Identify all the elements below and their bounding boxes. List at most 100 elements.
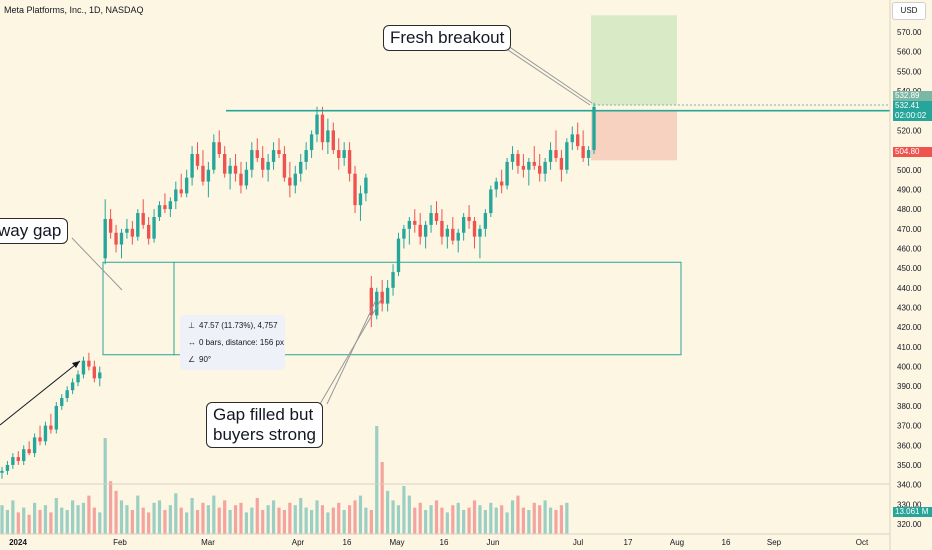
candle-body — [396, 238, 401, 273]
candle-body — [32, 437, 37, 454]
candle-body — [445, 228, 450, 237]
volume-bar — [119, 500, 124, 534]
volume-bar — [71, 500, 75, 534]
candle-body — [255, 150, 259, 158]
volume-bar — [136, 495, 140, 534]
candle-body — [331, 130, 335, 151]
price-label-current: 532.89 — [893, 91, 932, 101]
price-tick-label: 490.00 — [897, 185, 922, 194]
candle-body — [559, 157, 564, 170]
volume-bar — [483, 510, 487, 534]
price-tick-label: 570.00 — [897, 28, 922, 37]
candle-body — [76, 374, 80, 383]
volume-bar — [109, 481, 113, 534]
volume-bar — [347, 505, 352, 534]
candle-body — [38, 437, 42, 442]
candle-body — [592, 106, 596, 151]
candle-body — [217, 142, 221, 155]
price-tick-label: 560.00 — [897, 48, 922, 57]
candle-body — [440, 220, 444, 237]
volume-bar — [201, 502, 205, 534]
volume-bar — [76, 505, 80, 534]
volume-bar — [380, 462, 384, 534]
candle-body — [293, 173, 297, 186]
volume-bar — [223, 500, 227, 534]
price-tick-label: 400.00 — [897, 363, 922, 372]
price-tick-label: 350.00 — [897, 461, 922, 470]
candle-body — [228, 165, 232, 174]
candle-body — [320, 114, 325, 143]
candle-body — [337, 150, 341, 158]
candle-body — [543, 161, 547, 174]
candle-body — [516, 154, 520, 166]
volume-bar — [32, 502, 37, 534]
volume-bar — [364, 507, 368, 534]
time-tick-label: Apr — [292, 538, 305, 547]
volume-bar — [375, 426, 379, 534]
candle-body — [402, 228, 406, 239]
volume-bar — [538, 505, 542, 534]
volume-bar — [554, 510, 558, 534]
volume-bar — [559, 505, 564, 534]
candle-body — [222, 154, 227, 174]
candle-body — [239, 173, 243, 186]
candle-body — [125, 228, 129, 233]
volume-bar — [543, 500, 547, 534]
stop-zone — [591, 111, 677, 161]
candle-body — [233, 165, 238, 174]
candle-body — [380, 291, 384, 304]
candle-body — [418, 224, 422, 237]
candle-body — [456, 232, 460, 241]
candle-body — [16, 457, 20, 462]
candle-body — [304, 150, 308, 162]
currency-button[interactable]: USD — [892, 2, 926, 20]
volume-bar — [125, 505, 129, 534]
candle-body — [0, 470, 4, 473]
candle-body — [472, 220, 477, 237]
candle-body — [299, 161, 303, 174]
pointer-breakout-2 — [504, 47, 591, 106]
candles — [0, 102, 596, 479]
callout-fresh-breakout[interactable]: Fresh breakout — [383, 25, 512, 51]
candle-body — [5, 464, 10, 471]
candle-body — [81, 360, 86, 375]
volume-bar — [402, 486, 406, 534]
candle-body — [434, 213, 439, 221]
candle-body — [364, 177, 368, 194]
candle-body — [478, 228, 482, 237]
volume-bar — [152, 502, 156, 534]
candle-body — [11, 457, 15, 465]
price-tick-label: 520.00 — [897, 126, 922, 135]
price-tick-label: 380.00 — [897, 402, 922, 411]
volume-bar — [49, 512, 53, 534]
candle-body — [43, 425, 48, 442]
price-label-stop: 504.80 — [893, 147, 932, 157]
volume-bar — [418, 502, 422, 534]
volume-bar — [293, 505, 297, 534]
volume-bar — [342, 510, 346, 534]
candle-body — [548, 150, 553, 162]
candle-body — [103, 218, 107, 259]
volume-bar — [500, 505, 504, 534]
callout-gap-filled-line1: Gap filled but — [213, 405, 314, 424]
callout-gap-filled[interactable]: Gap filled but buyers strong — [206, 402, 323, 448]
candle-body — [163, 205, 167, 210]
volume-bar — [326, 512, 330, 534]
volume-bar — [228, 510, 232, 534]
time-tick-label: 16 — [440, 538, 449, 547]
volume-bars — [0, 426, 569, 534]
callout-breakaway-gap[interactable]: way gap — [0, 218, 69, 244]
volume-bar — [147, 512, 151, 534]
time-tick-label: Jun — [487, 538, 500, 547]
candle-body — [499, 181, 504, 186]
volume-bar — [309, 510, 314, 534]
candle-body — [315, 114, 319, 135]
time-tick-label: 16 — [343, 538, 352, 547]
price-tick-label: 360.00 — [897, 441, 922, 450]
candle-body — [326, 130, 330, 143]
candle-body — [49, 425, 53, 430]
volume-bar — [548, 507, 553, 534]
time-tick-label: Sep — [767, 538, 782, 547]
